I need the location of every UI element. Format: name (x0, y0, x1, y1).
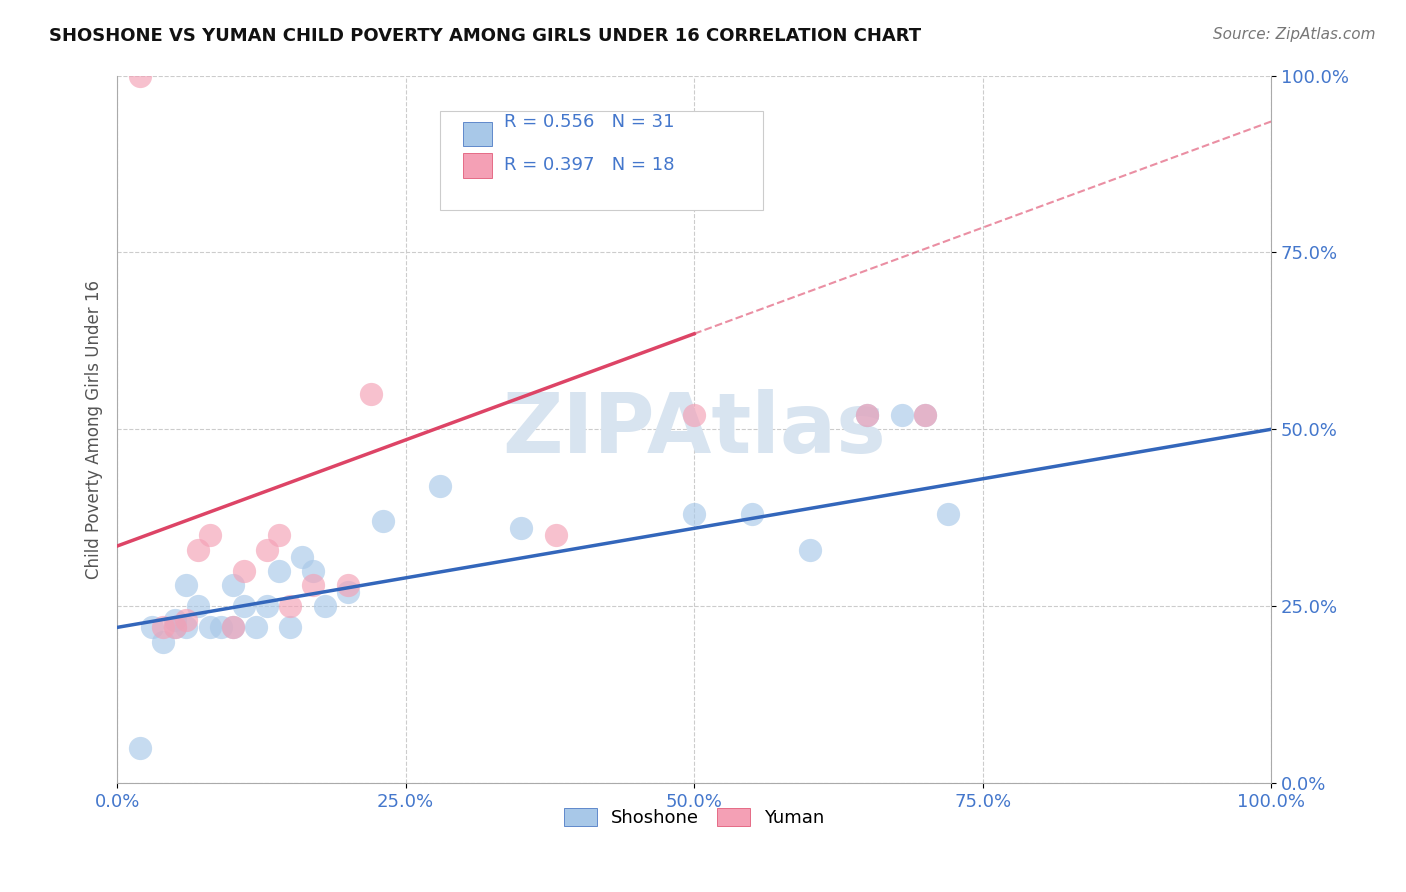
Point (209, 620, 232, 634)
Point (141, 620, 163, 634)
FancyBboxPatch shape (464, 153, 492, 178)
Point (233, 599, 256, 614)
Point (914, 408, 936, 422)
Point (914, 408, 936, 422)
Text: R = 0.397   N = 18: R = 0.397 N = 18 (503, 156, 675, 174)
Point (187, 599, 209, 614)
Point (799, 542, 821, 557)
Point (936, 507, 959, 521)
Point (152, 620, 174, 634)
Point (278, 599, 301, 614)
Point (856, 408, 879, 422)
Text: R = 0.556   N = 31: R = 0.556 N = 31 (503, 112, 675, 130)
Point (198, 620, 221, 634)
Point (741, 507, 763, 521)
Text: Source: ZipAtlas.com: Source: ZipAtlas.com (1212, 27, 1375, 42)
Point (429, 479, 451, 493)
Point (510, 521, 533, 535)
Point (163, 620, 186, 634)
Point (176, 613, 198, 627)
Point (256, 599, 278, 614)
Point (129, 740, 152, 755)
Point (544, 528, 567, 542)
Point (176, 578, 198, 592)
Point (245, 620, 267, 634)
Point (221, 578, 243, 592)
Point (336, 578, 359, 592)
Text: SHOSHONE VS YUMAN CHILD POVERTY AMONG GIRLS UNDER 16 CORRELATION CHART: SHOSHONE VS YUMAN CHILD POVERTY AMONG GI… (49, 27, 921, 45)
Text: ZIPAtlas: ZIPAtlas (502, 389, 886, 470)
Point (267, 564, 290, 578)
Point (336, 585, 359, 599)
Point (221, 620, 243, 634)
Point (360, 387, 382, 401)
Point (856, 408, 879, 422)
Point (152, 634, 174, 648)
Point (233, 564, 256, 578)
Point (302, 564, 325, 578)
Point (683, 507, 706, 521)
Point (267, 528, 290, 542)
Point (278, 620, 301, 634)
Point (314, 599, 336, 614)
FancyBboxPatch shape (464, 121, 492, 146)
Legend: Shoshone, Yuman: Shoshone, Yuman (557, 800, 831, 834)
Point (163, 613, 186, 627)
Point (129, 69, 152, 83)
Y-axis label: Child Poverty Among Girls Under 16: Child Poverty Among Girls Under 16 (86, 280, 103, 579)
Point (163, 620, 186, 634)
FancyBboxPatch shape (440, 111, 763, 210)
Point (371, 514, 394, 528)
Point (198, 528, 221, 542)
Point (302, 578, 325, 592)
Point (291, 549, 314, 564)
Point (221, 620, 243, 634)
Point (890, 408, 912, 422)
Point (187, 542, 209, 557)
Point (176, 620, 198, 634)
Point (256, 542, 278, 557)
Point (683, 408, 706, 422)
